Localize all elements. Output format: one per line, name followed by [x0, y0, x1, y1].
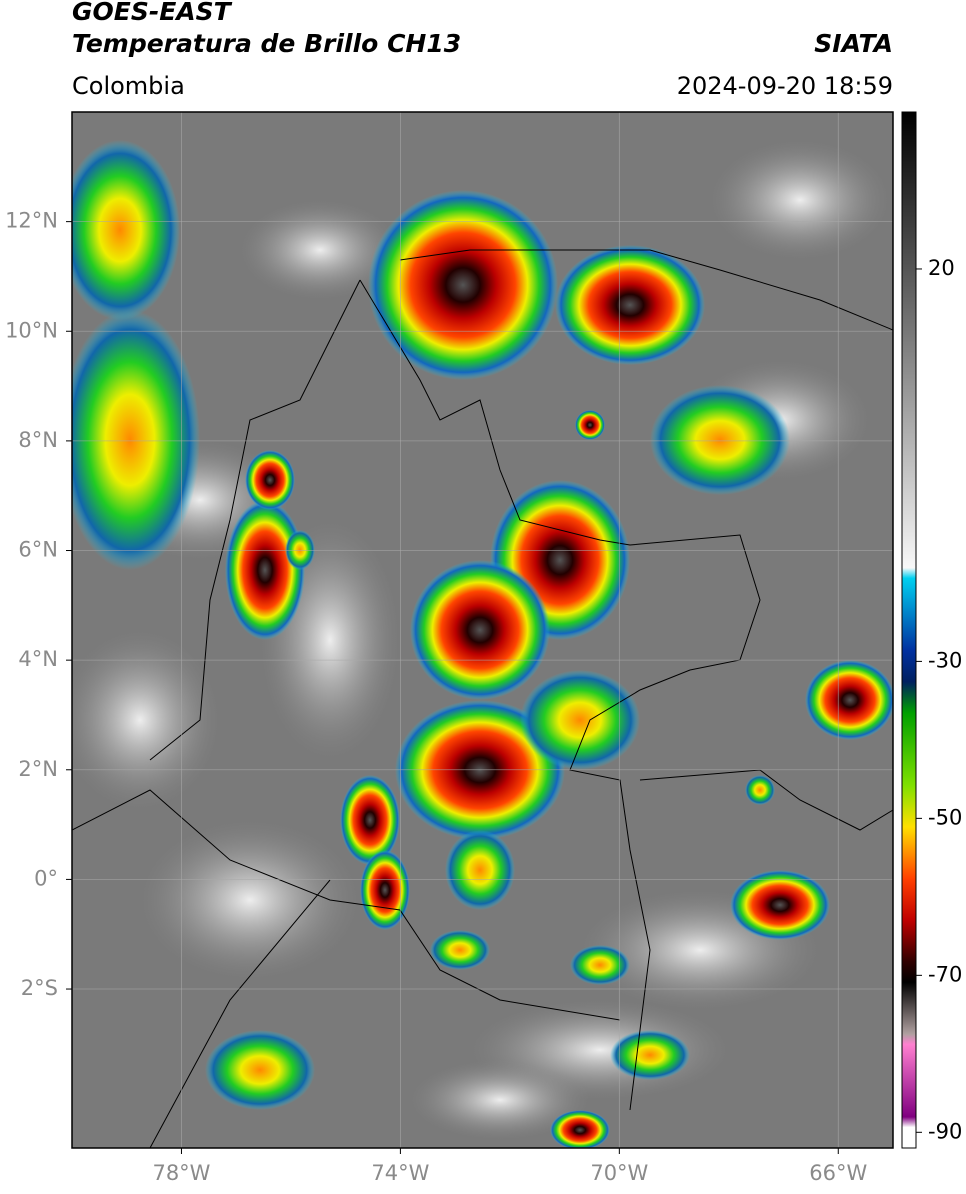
y-tick-label: 12°N	[5, 209, 58, 233]
datetime: 2024-09-20 18:59	[677, 72, 893, 100]
convective-cloud	[205, 1030, 315, 1110]
colorbar-label: -70	[928, 962, 962, 986]
cloud	[710, 140, 890, 260]
y-tick-label: 8°N	[18, 428, 58, 452]
convective-cloud	[575, 410, 605, 440]
convective-cloud	[730, 870, 830, 940]
convective-cloud	[610, 1030, 690, 1080]
convective-cloud	[555, 245, 705, 365]
subtitle: Temperatura de Brillo CH13	[72, 29, 461, 58]
colorbar-label: -90	[928, 1119, 962, 1143]
title: GOES-EAST	[72, 0, 233, 26]
cloud	[140, 820, 360, 980]
convective-cloud	[340, 775, 400, 865]
y-tick-label: 10°N	[5, 318, 58, 342]
colorbar-label: -50	[928, 805, 962, 829]
border	[149, 879, 331, 1148]
convective-cloud	[368, 190, 558, 380]
y-tick-label: 4°N	[18, 647, 58, 671]
border	[149, 279, 361, 761]
convective-cloud	[745, 775, 775, 805]
source: SIATA	[814, 29, 893, 58]
convective-cloud	[285, 530, 315, 570]
convective-cloud	[550, 1110, 610, 1148]
convective-cloud	[805, 660, 893, 740]
colorbar-label: 20	[928, 256, 955, 280]
convective-cloud	[72, 310, 200, 570]
convective-cloud	[570, 945, 630, 985]
x-tick-label: 78°W	[152, 1161, 210, 1185]
x-tick-label: 66°W	[809, 1161, 867, 1185]
border	[72, 789, 621, 1021]
border	[399, 249, 893, 331]
cloud	[240, 200, 400, 300]
convective-cloud	[520, 670, 640, 770]
convective-cloud	[650, 385, 790, 495]
convective-cloud	[410, 560, 550, 700]
y-tick-label: 6°N	[18, 538, 58, 562]
border	[639, 769, 893, 831]
map	[72, 112, 893, 1148]
x-tick-label: 70°W	[590, 1161, 648, 1185]
convective-cloud	[445, 830, 515, 910]
region: Colombia	[72, 72, 185, 100]
map-frame	[71, 111, 894, 1149]
convective-cloud	[360, 850, 410, 930]
colorbar	[901, 111, 917, 1149]
y-tick-label: 2°N	[18, 757, 58, 781]
convective-cloud	[225, 500, 305, 640]
cloud	[72, 630, 220, 810]
colorbar-label: -30	[928, 648, 962, 672]
convective-cloud	[245, 450, 295, 510]
border	[359, 279, 761, 1111]
convective-cloud	[72, 140, 180, 320]
x-tick-label: 74°W	[371, 1161, 429, 1185]
y-tick-label: 2°S	[21, 976, 58, 1000]
y-tick-label: 0°	[34, 866, 58, 890]
cloud	[410, 1060, 590, 1140]
convective-cloud	[430, 930, 490, 970]
